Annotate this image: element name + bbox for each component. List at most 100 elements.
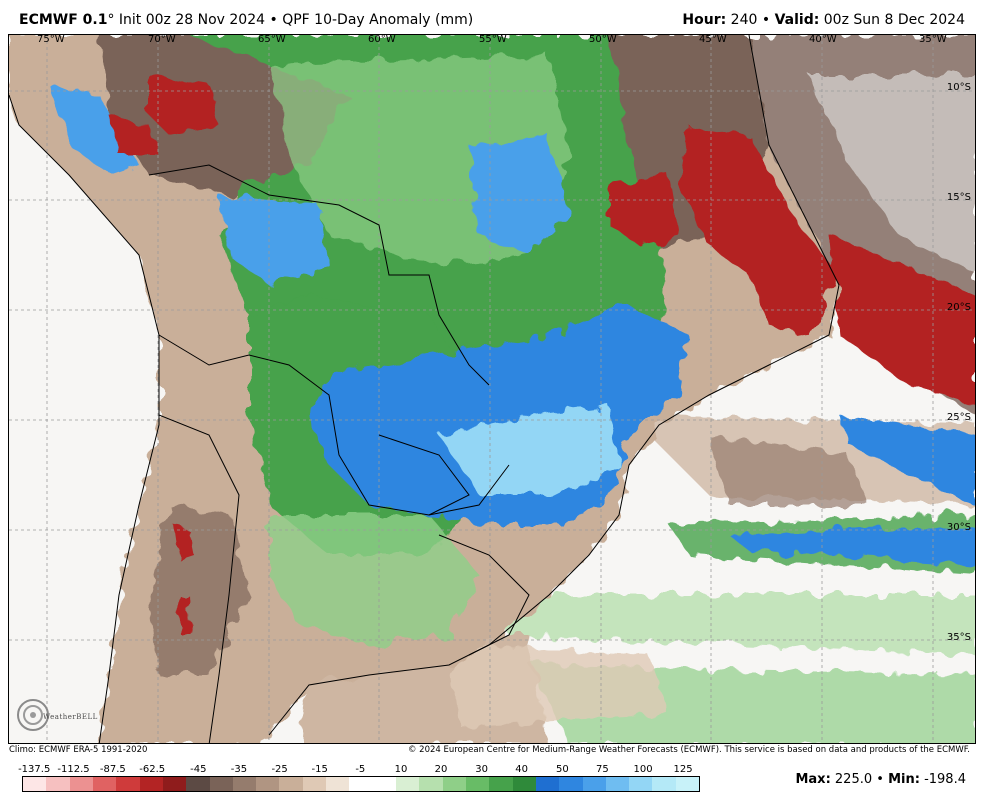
borders [9,35,840,743]
min-label: Min: [888,772,920,787]
colorbar-segment [23,777,47,791]
colorbar-tick-label: 10 [394,764,408,775]
colorbar-tick-label: 20 [434,764,448,775]
colorbar-segment [605,777,630,791]
map-title: ECMWF 0.1° Init 00z 28 Nov 2024 • QPF 10… [19,12,473,28]
argentina-north-border [158,334,510,516]
lon-label: 65°W [258,34,286,45]
colorbar-tick-label: 40 [515,764,529,775]
colorbar-tick-label: -112.5 [57,764,90,775]
colorbar-tick-label: -62.5 [139,764,166,775]
colorbar-tick-label: 75 [595,764,609,775]
colorbar-segment [302,777,327,791]
anomaly-field [299,35,975,743]
colorbar-segment [652,777,676,791]
title-bullet: • [269,12,278,28]
colorbar-segment [442,777,466,791]
hour-label: Hour: [682,12,727,28]
lon-label: 70°W [148,34,176,45]
colorbar-segment [489,777,513,791]
colorbar-segment [186,777,210,791]
lat-label: 25°S [946,412,971,423]
colorbar-segment [396,777,420,791]
continent-field [9,35,839,743]
colorbar-tick-label: -25 [271,764,288,775]
graticule [9,35,975,743]
colorbar-segment [465,777,490,791]
product-name: QPF 10-Day Anomaly (mm) [282,12,474,28]
west-coastline [9,94,160,743]
colorbar-segment [326,777,350,791]
colorbar-labels: -137.5 -112.5 -87.5 -62.5 -45 -35 -25 -15 -5 10 20… [18,764,700,776]
valid-value: 00z Sun 8 Dec 2024 [823,12,965,28]
colorbar-segment [349,777,373,791]
colorbar-segment [372,777,396,791]
colorbar-segment [209,777,233,791]
lat-label: 35°S [946,632,971,643]
logo-text: WeatherBELL [43,713,98,721]
lon-label: 75°W [37,34,65,45]
colorbar-segment [92,777,117,791]
colorbar-tick-label: -5 [355,764,366,775]
max-label: Max: [795,772,831,787]
weatherbell-logo: WeatherBELL [13,695,97,735]
colorbar-segment [559,777,583,791]
paraguay-border [378,434,470,516]
lon-label: 35°W [919,34,947,45]
colorbar-tick-label: 30 [475,764,489,775]
lon-label: 45°W [699,34,727,45]
lon-label: 40°W [809,34,837,45]
colorbar-segment [232,777,257,791]
colorbar-segment [535,777,560,791]
colorbar-segment [162,777,187,791]
valid-bullet: • [761,12,771,28]
copyright-notice: © 2024 European Centre for Medium-Range … [407,745,970,755]
lat-label: 15°S [946,192,971,203]
chile-argentina-border [158,414,240,743]
map-canvas [9,35,975,743]
max-min-stats: Max: 225.0 • Min: -198.4 [795,772,966,787]
colorbar-tick-label: -35 [230,764,248,775]
colorbar-tick-label: 125 [673,764,693,775]
colorbar-tick-label: 100 [633,764,653,775]
colorbar [22,776,700,792]
colorbar-segment [675,777,700,791]
lat-label: 10°S [946,82,971,93]
hour-value: 240 [730,12,758,28]
colorbar-segment [279,777,303,791]
colorbar-segment [139,777,163,791]
degree-symbol: ° [107,12,115,28]
max-value: 225.0 [834,772,873,787]
lon-label: 60°W [368,34,396,45]
colorbar-tick-label: -87.5 [99,764,126,775]
colorbar-segment [419,777,443,791]
colorbar-segment [629,777,653,791]
model-name: ECMWF 0.1 [19,12,108,28]
anomaly-map: 75°W 70°W 65°W 60°W 55°W 50°W 45°W 40°W … [8,34,976,744]
valid-label: Valid: [774,12,820,28]
colorbar-tick-label: -15 [311,764,328,775]
colorbar-tick-label: -137.5 [18,764,51,775]
colorbar-tick-label: -45 [190,764,207,775]
logo-swirl-icon [17,699,49,731]
lat-label: 30°S [946,522,971,533]
uruguay-border [438,534,530,656]
colorbar-segment [46,777,70,791]
colorbar-segment [116,777,140,791]
colorbar-segment [69,777,93,791]
lon-label: 50°W [589,34,617,45]
colorbar-segment [512,777,536,791]
map-header: ECMWF 0.1° Init 00z 28 Nov 2024 • QPF 10… [0,0,984,34]
lat-label: 20°S [946,302,971,313]
lon-label: 55°W [479,34,507,45]
stats-bullet: • [876,772,884,787]
colorbar-tick-label: 50 [555,764,569,775]
min-value: -198.4 [924,772,966,787]
east-coastline [268,35,840,736]
colorbar-segment [256,777,280,791]
climo-credit: Climo: ECMWF ERA-5 1991-2020 [9,745,148,755]
valid-time-block: Hour: 240 • Valid: 00z Sun 8 Dec 2024 [682,12,965,28]
colorbar-segment [582,777,606,791]
init-time: Init 00z 28 Nov 2024 [118,12,266,28]
bolivia-brazil-border [148,164,490,386]
